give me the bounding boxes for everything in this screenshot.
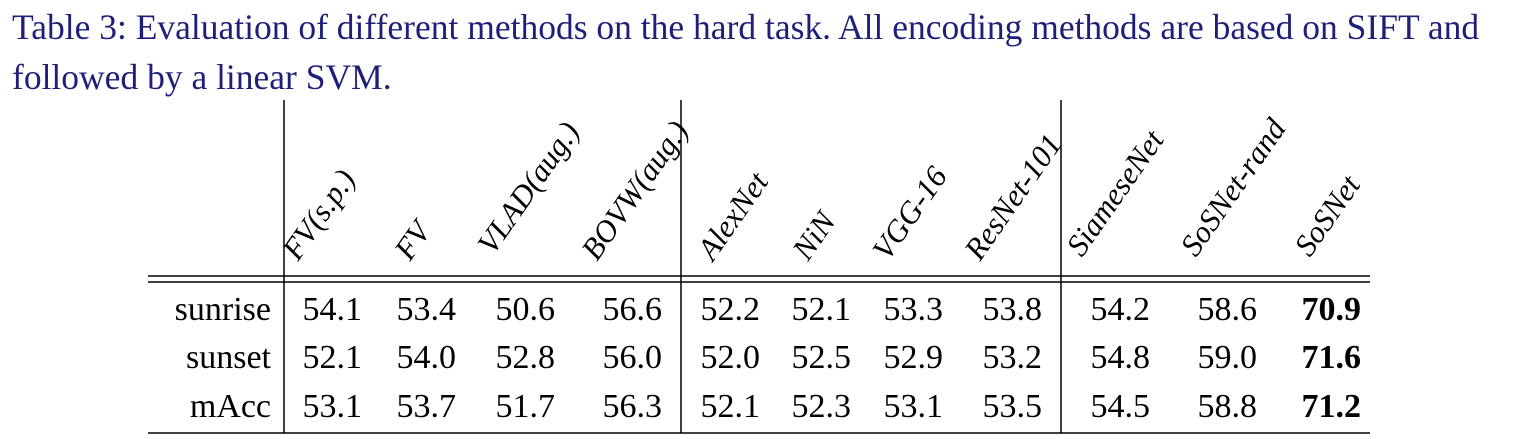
table-cell: 59.0 [1198,339,1258,376]
table-cell: 53.8 [983,291,1043,328]
table-cell: 53.4 [397,291,457,328]
table-cell: 56.6 [603,291,663,328]
table-cell: 54.1 [303,291,363,328]
column-header: NiN [784,203,843,267]
table-cell: 53.2 [983,339,1043,376]
table-cell: 53.3 [884,291,944,328]
column-header: SoSNet [1287,167,1368,262]
column-header: ResNet-101 [956,127,1068,266]
table-cell: 50.6 [496,291,556,328]
column-header: SoSNet-rand [1173,112,1293,262]
column-header: BOVW(aug.) [574,114,695,266]
table-cell: 58.8 [1198,388,1258,425]
table-cell: 54.8 [1091,339,1151,376]
table-cell: 71.2 [1302,388,1362,425]
column-header: FV [386,212,439,266]
table-cell: 52.1 [303,339,363,376]
row-label: sunset [186,339,272,376]
table-cell: 51.7 [496,388,556,425]
table-cell: 53.7 [397,388,457,425]
table-cell: 52.0 [701,339,761,376]
column-header: VGG-16 [865,159,954,266]
table-cell: 52.1 [792,291,852,328]
column-header: FV(s.p.) [274,163,362,267]
row-label: sunrise [175,291,271,328]
table-cell: 58.6 [1198,291,1258,328]
table-cell: 54.2 [1091,291,1151,328]
column-header: AlexNet [689,164,776,267]
table-cell: 56.3 [603,388,663,425]
table-cell: 52.5 [792,339,852,376]
table-cell: 54.0 [397,339,457,376]
table-cell: 54.5 [1091,388,1151,425]
table-caption: Table 3: Evaluation of different methods… [12,7,1480,97]
table-cell: 53.5 [983,388,1043,425]
row-label: mAcc [190,388,271,425]
table-cell: 53.1 [303,388,363,425]
table-cell: 52.3 [792,388,852,425]
table-cell: 52.8 [496,339,556,376]
table-cell: 71.6 [1302,339,1362,376]
table-cell: 52.1 [701,388,761,425]
table-cell: 52.9 [884,339,944,376]
table-cell: 53.1 [884,388,944,425]
column-header: VLAD(aug.) [470,115,586,260]
table-cell: 70.9 [1302,291,1362,328]
table-cell: 52.2 [701,291,761,328]
column-header: SiameseNet [1059,122,1171,262]
table-cell: 56.0 [603,339,663,376]
